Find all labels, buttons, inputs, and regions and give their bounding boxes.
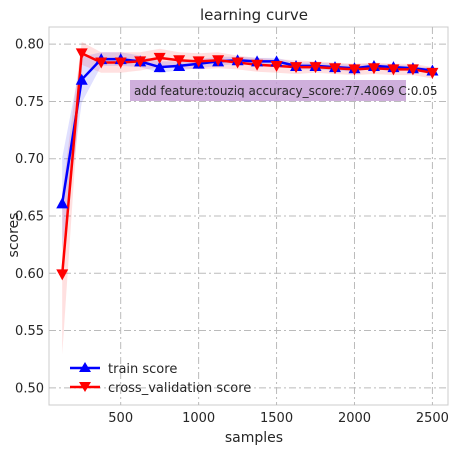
marker-cv <box>173 55 186 67</box>
x-tick-label: 500 <box>108 411 133 426</box>
y-tick-label: 0.60 <box>15 267 44 282</box>
marker-cv <box>426 67 439 79</box>
y-tick-label: 0.75 <box>15 95 44 110</box>
legend-label-cv: cross_validation score <box>108 381 251 396</box>
marker-cv <box>212 55 225 67</box>
marker-cv <box>329 63 342 75</box>
marker-cv <box>114 57 127 69</box>
marker-cv <box>251 59 264 71</box>
legend-label-train: train score <box>108 362 177 377</box>
y-tick-label: 0.80 <box>15 38 44 53</box>
y-tick-label: 0.50 <box>15 381 44 396</box>
marker-cv <box>95 57 108 69</box>
annotation-text: add feature:touziq accuracy_score:77.406… <box>134 84 438 98</box>
marker-cv <box>406 64 419 76</box>
x-tick-label: 1000 <box>182 411 215 426</box>
y-tick-labels: 0.50 0.55 0.60 0.65 0.70 0.75 0.80 <box>15 38 44 397</box>
legend-item-cv: cross_validation score <box>70 381 251 396</box>
marker-cv <box>192 56 205 68</box>
triangle-down-icon <box>79 382 91 392</box>
x-tick-label: 1500 <box>260 411 293 426</box>
marker-train <box>153 61 166 73</box>
marker-cv <box>348 64 361 76</box>
marker-train <box>56 197 69 209</box>
marker-cv <box>270 60 283 72</box>
marker-cv <box>231 57 244 69</box>
chart-title: learning curve <box>200 6 308 24</box>
band-cv <box>62 41 433 355</box>
annotation-box <box>130 80 406 101</box>
y-axis-label: scores <box>6 213 22 258</box>
confidence-bands <box>62 41 433 355</box>
legend-item-train: train score <box>70 362 177 377</box>
marker-cv <box>153 52 166 64</box>
marker-cv <box>56 269 69 281</box>
marker-train <box>75 73 88 85</box>
x-tick-label: 2000 <box>338 411 371 426</box>
legend: train score cross_validation score <box>70 362 251 396</box>
y-tick-label: 0.65 <box>15 210 44 225</box>
y-tick-label: 0.70 <box>15 152 44 167</box>
marker-cv <box>309 62 322 74</box>
marker-cv <box>367 63 380 75</box>
series-markers <box>56 48 439 281</box>
marker-cv <box>290 62 303 74</box>
marker-cv <box>387 64 400 76</box>
triangle-up-icon <box>79 362 91 372</box>
x-tick-labels: 500 1000 1500 2000 2500 <box>108 411 449 426</box>
marker-cv <box>134 56 147 68</box>
annotation: add feature:touziq accuracy_score:77.406… <box>130 80 438 101</box>
y-tick-label: 0.55 <box>15 324 44 339</box>
marker-cv <box>75 48 88 60</box>
x-axis-label: samples <box>225 430 283 446</box>
x-tick-label: 2500 <box>416 411 449 426</box>
